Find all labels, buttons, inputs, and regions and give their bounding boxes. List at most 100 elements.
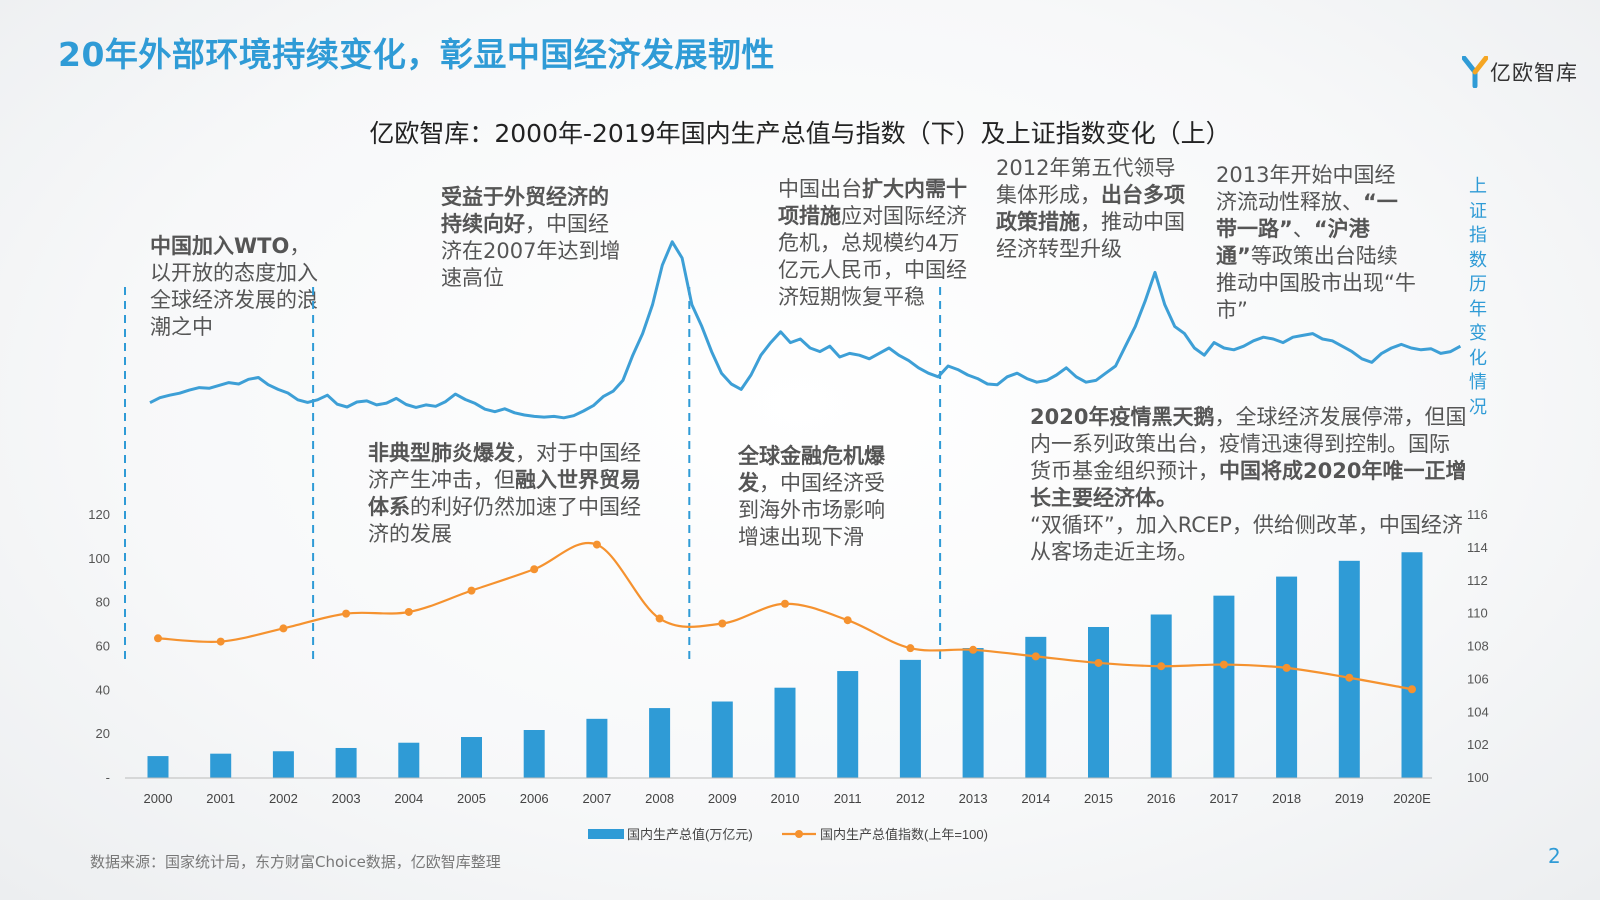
x-axis-tick: 2007 [582,791,611,806]
annotation-stimulus: 中国出台扩大内需十项措施应对国际经济危机，总规模约4万亿元人民币，中国经济短期恢… [778,176,978,311]
dashed-markers [124,287,942,665]
gdp-index-point [1408,685,1416,694]
x-axis-tick: 2019 [1335,791,1364,806]
page-title: 20年外部环境持续变化，彰显中国经济发展韧性 [58,35,775,74]
gdp-index-point [781,599,789,608]
data-source: 数据来源：国家统计局，东方财富Choice数据，亿欧智库整理 [90,853,501,871]
gdp-bar [461,737,482,778]
sse-index-line [149,240,1462,420]
annotation-covid-mid: ，全球经济发展停滞，但国内一系列政策出台，疫情迅速得到控制。国际货币基金组织预计… [1030,405,1467,483]
annotation-sars-bold1: 非典型肺炎爆发 [368,441,515,465]
gdp-index-point [718,619,727,628]
right-axis-tick: 112 [1467,573,1488,588]
gdp-index-point [1219,660,1228,669]
gdp-bar [649,708,671,778]
left-axis-tick: - [106,770,110,785]
annotation-covid-text: “双循环”，加入RCEP，供给侧改革，中国经济从客场走近主场。 [1030,513,1463,564]
x-axis-tick: 2020E [1393,791,1431,806]
annotation-stimulus-text: 应对国际经济危机，总规模约4万亿元人民币，中国经济短期恢复平稳 [778,204,967,309]
sse-index-line-group [149,240,1462,420]
gdp-bar [962,648,984,778]
x-axis-tick: 2017 [1209,791,1238,806]
gdp-index-point [154,634,162,643]
x-axis-tick: 2015 [1084,791,1113,806]
annotation-covid-bold2: 中国将成2020年唯一正增长主要经济体。 [1030,459,1467,510]
annotation-bull-bold1: “一带一路” [1216,190,1398,241]
annotation-covid: 2020年疫情黑天鹅，全球经济发展停滞，但国内一系列政策出台，疫情迅速得到控制。… [1030,404,1470,566]
gdp-index-point [1157,662,1166,671]
gdp-bar [774,687,796,778]
x-axis-tick: 2016 [1147,791,1176,806]
gdp-bar [335,747,357,778]
gdp-bars [147,552,1423,778]
sse-axis-vertical-label: 上证指数历年变化情况 [1469,176,1487,418]
x-axis-tick: 2014 [1021,791,1050,806]
annotation-bull-text: 等政策出台陆续推动中国股市出现“牛市” [1216,244,1416,322]
x-axis-tick: 2012 [896,791,925,806]
annotation-leadership-text: ，推动中国经济转型升级 [996,210,1185,261]
right-axis-tick: 104 [1467,704,1489,719]
annotation-bull-mid: 、 [1292,217,1314,241]
gdp-bar [837,671,859,778]
gdp-index-point [216,637,225,646]
gdp-index-point [1345,673,1354,682]
gdp-bar [899,659,921,778]
annotation-stimulus-bold: 扩大内需十项措施 [778,177,967,228]
left-axis-tick: 80 [96,595,110,610]
gdp-bar [1025,636,1047,778]
chart-subtitle: 亿欧智库：2000年-2019年国内生产总值与指数（下）及上证指数变化（上） [369,119,1231,148]
legend-bar-label: 国内生产总值(万亿元) [627,827,753,842]
logo-text: 亿欧智库 [1490,61,1578,85]
annotation-sars-text: 的利好仍然加速了中国经济的发展 [368,495,641,546]
annotation-sars-mid: ，对于中国经济产生冲击，但 [368,441,641,492]
gdp-index-line-group [154,540,1416,694]
left-axis-tick: 120 [88,507,110,522]
annotation-wto-bold: 中国加入WTO [150,234,290,258]
annotation-wto-text: ，以开放的态度加入全球经济发展的浪潮之中 [150,234,318,339]
x-axis-tick: 2011 [834,791,862,806]
annotation-crisis-text: ，中国经济受到海外市场影响增速出现下滑 [738,471,885,549]
x-axis-tick: 2009 [708,791,737,806]
gdp-index-point [969,645,978,654]
x-axis-tick: 2001 [206,791,235,806]
gdp-index-point [342,609,351,618]
x-axis-tick: 2004 [394,791,423,806]
annotation-trade-bold: 受益于外贸经济的持续向好 [441,185,609,236]
x-axis-tick: 2003 [332,791,361,806]
left-axis-tick: 40 [96,682,110,697]
right-axis-tick: 114 [1467,540,1488,555]
right-axis-tick: 110 [1467,606,1488,621]
x-axis-tick: 2005 [457,791,486,806]
gdp-index-point [843,616,852,625]
legend-line-label: 国内生产总值指数(上年=100) [820,827,988,842]
annotation-wto: 中国加入WTO，以开放的态度加入全球经济发展的浪潮之中 [150,233,320,341]
page-number: 2 [1548,844,1561,868]
right-axis-tick: 100 [1467,770,1489,785]
right-axis-tick: 116 [1467,507,1488,522]
gdp-index-point [655,614,664,623]
legend-line-marker [795,830,803,838]
gdp-index-point [592,540,601,549]
annotation-covid-bold1: 2020年疫情黑天鹅 [1030,405,1215,429]
gdp-bar [1150,614,1172,778]
gdp-index-point [1094,658,1103,667]
gdp-index-point [279,624,288,633]
gdp-bar [398,742,420,778]
annotation-leadership-bold: 出台多项政策措施 [996,183,1185,234]
brand-logo: 亿欧智库 [1462,55,1578,89]
gdp-bar [1088,626,1109,778]
gdp-bar [1276,576,1298,778]
gdp-index-point [530,565,539,574]
gdp-index-point [467,586,476,595]
logo-mark-icon [1462,56,1488,88]
annotation-trade: 受益于外贸经济的持续向好，中国经济在2007年达到增速高位 [441,184,626,292]
gdp-index-line [157,541,1413,691]
annotation-sars-bold2: 融入世界贸易体系 [368,468,641,519]
annotation-leadership: 2012年第五代领导集体形成，出台多项政策措施，推动中国经济转型升级 [996,155,1196,263]
annotation-bull-pre: 2013年开始中国经济流动性释放、 [1216,163,1396,214]
gdp-bar [1213,595,1235,778]
x-axis-tick: 2018 [1272,791,1301,806]
annotation-stimulus-pre: 中国出台 [778,177,862,201]
right-axis-tick: 108 [1467,639,1489,654]
